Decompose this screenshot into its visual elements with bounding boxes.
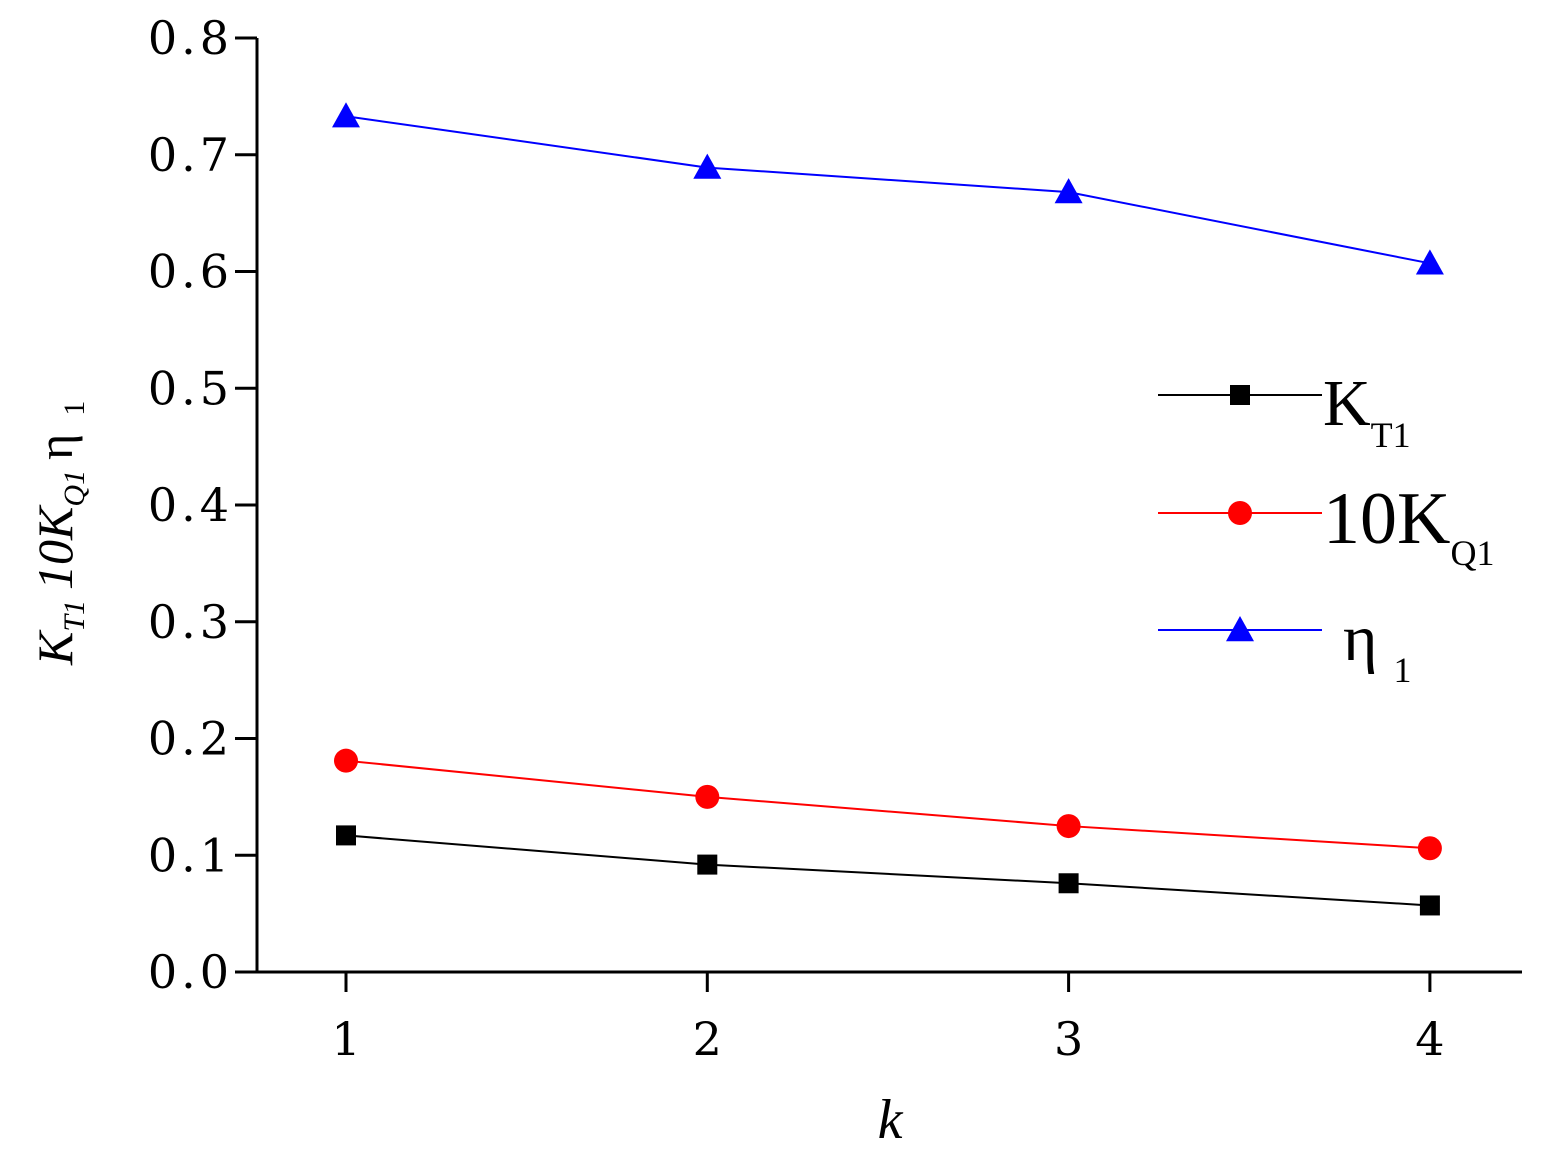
data-point: [1058, 873, 1079, 894]
legend: KT1 10KQ1 η 1: [1158, 367, 1494, 690]
legend-marker: [1228, 501, 1252, 525]
y-axis-title: KT1 10KQ1 η 1: [27, 401, 91, 666]
legend-label: 10KQ1: [1323, 478, 1494, 573]
data-point: [1415, 249, 1444, 275]
legend-marker: [1230, 385, 1250, 405]
series-group: [332, 102, 1444, 916]
x-axis-ticks: 1 2 3 4: [331, 972, 1445, 1066]
x-tick-label: 4: [1415, 1012, 1444, 1066]
legend-label-main: K: [1323, 367, 1371, 440]
y-title-part: 10K: [27, 504, 83, 590]
data-point: [332, 102, 360, 128]
data-point: [697, 854, 718, 875]
x-tick-label: 3: [1054, 1012, 1083, 1066]
x-tick-label: 2: [693, 1012, 722, 1066]
series-1: [334, 748, 1442, 861]
series-2: [332, 102, 1444, 275]
series-0: [336, 825, 1440, 916]
legend-label-sub: T1: [1371, 415, 1411, 455]
data-point: [1056, 814, 1081, 839]
series-line: [345, 115, 1431, 265]
data-point: [336, 825, 356, 846]
y-title-sub: 1: [58, 401, 91, 416]
x-tick-label: 1: [331, 1012, 360, 1066]
series-line: [345, 759, 1430, 850]
series-line: [345, 834, 1430, 907]
legend-label-main: 10K: [1323, 478, 1450, 560]
y-tick-label: 0.4: [148, 478, 233, 532]
y-tick-label: 0.5: [148, 361, 233, 415]
legend-item-1: 10KQ1: [1158, 478, 1494, 573]
y-tick-label: 0.6: [148, 245, 233, 299]
y-axis-ticks: 0.0 0.1 0.2 0.3 0.4 0.5 0.6 0.7 0.8: [148, 11, 257, 999]
y-tick-label: 0.7: [148, 128, 233, 182]
data-point: [1054, 178, 1083, 204]
legend-marker: [1226, 616, 1254, 642]
y-tick-label: 0.8: [148, 11, 233, 65]
data-point: [695, 784, 720, 809]
data-point: [693, 153, 722, 179]
y-title-part: η: [27, 434, 83, 460]
legend-label-main: η: [1343, 602, 1378, 675]
data-point: [1419, 895, 1440, 916]
legend-item-0: KT1: [1158, 367, 1411, 455]
y-tick-label: 0.0: [148, 945, 233, 999]
y-tick-label: 0.1: [148, 828, 233, 882]
legend-label-sub: 1: [1394, 650, 1412, 690]
data-point: [1417, 836, 1442, 861]
x-axis-title: k: [878, 1089, 904, 1151]
y-axis-title-text: KT1 10KQ1 η 1: [27, 401, 91, 666]
y-title-part: K: [27, 629, 83, 666]
y-tick-label: 0.2: [148, 712, 233, 766]
legend-label-sub: Q1: [1450, 533, 1494, 573]
y-axis-title-group: KT1 10KQ1 η 1: [27, 401, 91, 666]
y-title-sub: Q1: [58, 470, 91, 507]
legend-label: KT1: [1323, 367, 1411, 455]
y-tick-label: 0.3: [148, 595, 233, 649]
y-title-sub: T1: [58, 600, 91, 632]
data-point: [334, 748, 358, 773]
